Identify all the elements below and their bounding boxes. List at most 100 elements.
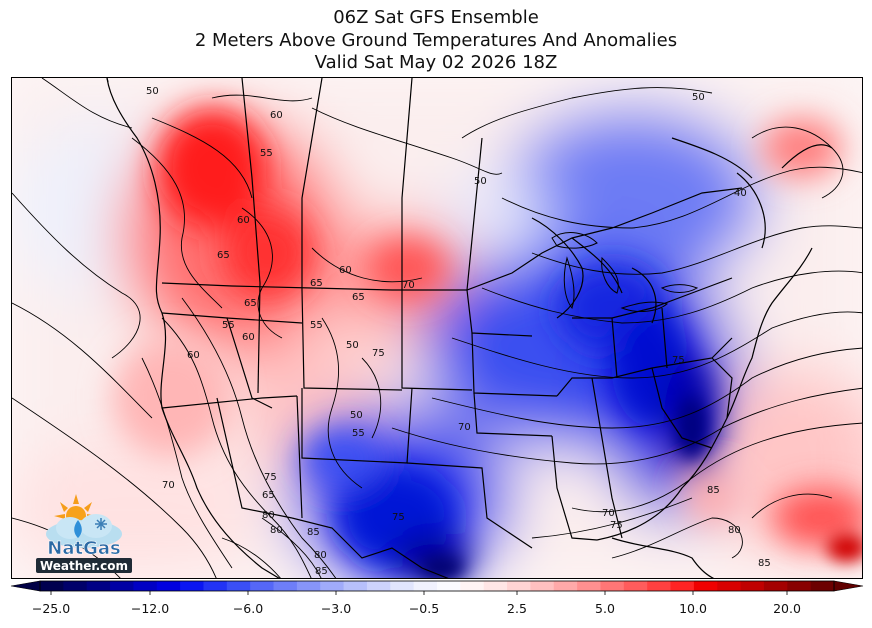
- colorbar-high-extend: [833, 580, 864, 592]
- map-title-line-3: Valid Sat May 02 2026 18Z: [314, 52, 558, 73]
- contour-label: 50: [474, 176, 487, 187]
- colorbar-tick-label: −6.0: [232, 601, 264, 616]
- colorbar-cell: [787, 581, 812, 591]
- colorbar-cell: [623, 581, 648, 591]
- contour-label: 75: [264, 472, 277, 483]
- contour-label: 60: [237, 215, 250, 226]
- map-title-line-2: 2 Meters Above Ground Temperatures And A…: [194, 30, 678, 51]
- colorbar-low-extend: [10, 580, 41, 592]
- contour-label: 65: [262, 490, 275, 501]
- logo-text-natgas: NatGas: [47, 538, 120, 559]
- colorbar-cell: [366, 581, 391, 591]
- contour-label: 55: [352, 428, 365, 439]
- contour-label: 50: [692, 92, 705, 103]
- contour-label: 75: [392, 512, 405, 523]
- colorbar-tick-label: −0.5: [408, 601, 440, 616]
- colorbar-cell: [273, 581, 298, 591]
- contour-label: 60: [187, 350, 200, 361]
- colorbar-cell: [600, 581, 625, 591]
- colorbar-cells: [40, 581, 835, 591]
- colorbar-cell: [86, 581, 111, 591]
- colorbar-tick-label: 5.0: [595, 601, 615, 616]
- colorbar-cell: [133, 581, 158, 591]
- contour-label: 50: [146, 86, 159, 97]
- colorbar-tick-label: −12.0: [130, 601, 170, 616]
- colorbar-cell: [250, 581, 275, 591]
- contour-label: 75: [372, 348, 385, 359]
- contour-label: 65: [310, 278, 323, 289]
- colorbar-cell: [483, 581, 508, 591]
- flame-icon: [74, 520, 82, 538]
- contour-label: 70: [402, 280, 415, 291]
- colorbar-cell: [110, 581, 135, 591]
- contour-label: 65: [217, 250, 230, 261]
- colorbar-cell: [577, 581, 602, 591]
- colorbar-cell: [203, 581, 228, 591]
- contour-label: 80: [728, 525, 741, 536]
- colorbar-cell: [507, 581, 532, 591]
- contour-label: 70: [162, 480, 175, 491]
- contour-label: 40: [734, 188, 747, 199]
- contour-label: 60: [242, 332, 255, 343]
- colorbar-cell: [296, 581, 321, 591]
- colorbar-cell: [320, 581, 345, 591]
- colorbar-cell: [460, 581, 485, 591]
- contour-label: 85: [307, 527, 320, 538]
- colorbar-cell: [740, 581, 765, 591]
- great-lakes: [551, 232, 699, 312]
- contour-label: 50: [346, 340, 359, 351]
- colorbar-cell: [553, 581, 578, 591]
- contour-label: 70: [602, 508, 615, 519]
- colorbar-cell: [63, 581, 88, 591]
- contour-label: 60: [339, 265, 352, 276]
- colorbar-cell: [40, 581, 64, 591]
- contour-label: 75: [610, 520, 623, 531]
- contour-label: 85: [758, 558, 771, 569]
- colorbar-cell: [226, 581, 251, 591]
- colorbar-cell: [693, 581, 718, 591]
- contour-label: 85: [707, 485, 720, 496]
- colorbar-tick-label: −25.0: [31, 601, 71, 616]
- contour-label: 65: [244, 298, 257, 309]
- colorbar-cell: [437, 581, 461, 591]
- contour-label: 70: [458, 422, 471, 433]
- political-boundaries: [106, 78, 833, 578]
- map-canvas: 50 60 55 60 65 65 60 65 70 65 55 55 50 6…: [12, 78, 862, 578]
- colorbar-cell: [390, 581, 415, 591]
- contour-label: 50: [350, 410, 363, 421]
- colorbar-frame: [39, 580, 835, 592]
- logo-graphic: NatGas Weather.com: [36, 494, 132, 573]
- colorbar-tick-label: 2.5: [507, 601, 527, 616]
- contour-label: 55: [310, 320, 323, 331]
- colorbar-tick-label: −3.0: [320, 601, 352, 616]
- snowflake-icon: [95, 518, 107, 530]
- colorbar-cell: [670, 581, 695, 591]
- temperature-contours: [12, 78, 862, 578]
- colorbar-cell: [156, 581, 181, 591]
- colorbar-cell: [810, 581, 835, 591]
- contour-label: 55: [260, 148, 273, 159]
- colorbar-cell: [647, 581, 672, 591]
- contour-label: 80: [270, 525, 283, 536]
- temperature-anomaly-map: 50 60 55 60 65 65 60 65 70 65 55 55 50 6…: [11, 77, 863, 579]
- colorbar-cell: [343, 581, 368, 591]
- map-title-line-1: 06Z Sat GFS Ensemble: [333, 7, 539, 28]
- contour-label: 75: [672, 355, 685, 366]
- natgas-weather-logo: NatGas Weather.com: [34, 490, 134, 576]
- anomaly-field: [12, 78, 862, 578]
- colorbar-cell: [180, 581, 205, 591]
- colorbar-tick-label: 10.0: [679, 601, 707, 616]
- colorbar-cell: [530, 581, 555, 591]
- logo-text-website: Weather.com: [40, 559, 128, 573]
- colorbar-cell: [413, 581, 438, 591]
- contour-label: 80: [314, 550, 327, 561]
- colorbar: [10, 580, 864, 595]
- contour-label: 85: [315, 566, 328, 577]
- colorbar-tick-label: 20.0: [773, 601, 801, 616]
- colorbar-cell: [717, 581, 742, 591]
- contour-label: 55: [222, 320, 235, 331]
- contour-label: 65: [352, 292, 365, 303]
- colorbar-ticks: [50, 591, 788, 595]
- colorbar-cell: [763, 581, 788, 591]
- contour-label: 60: [270, 110, 283, 121]
